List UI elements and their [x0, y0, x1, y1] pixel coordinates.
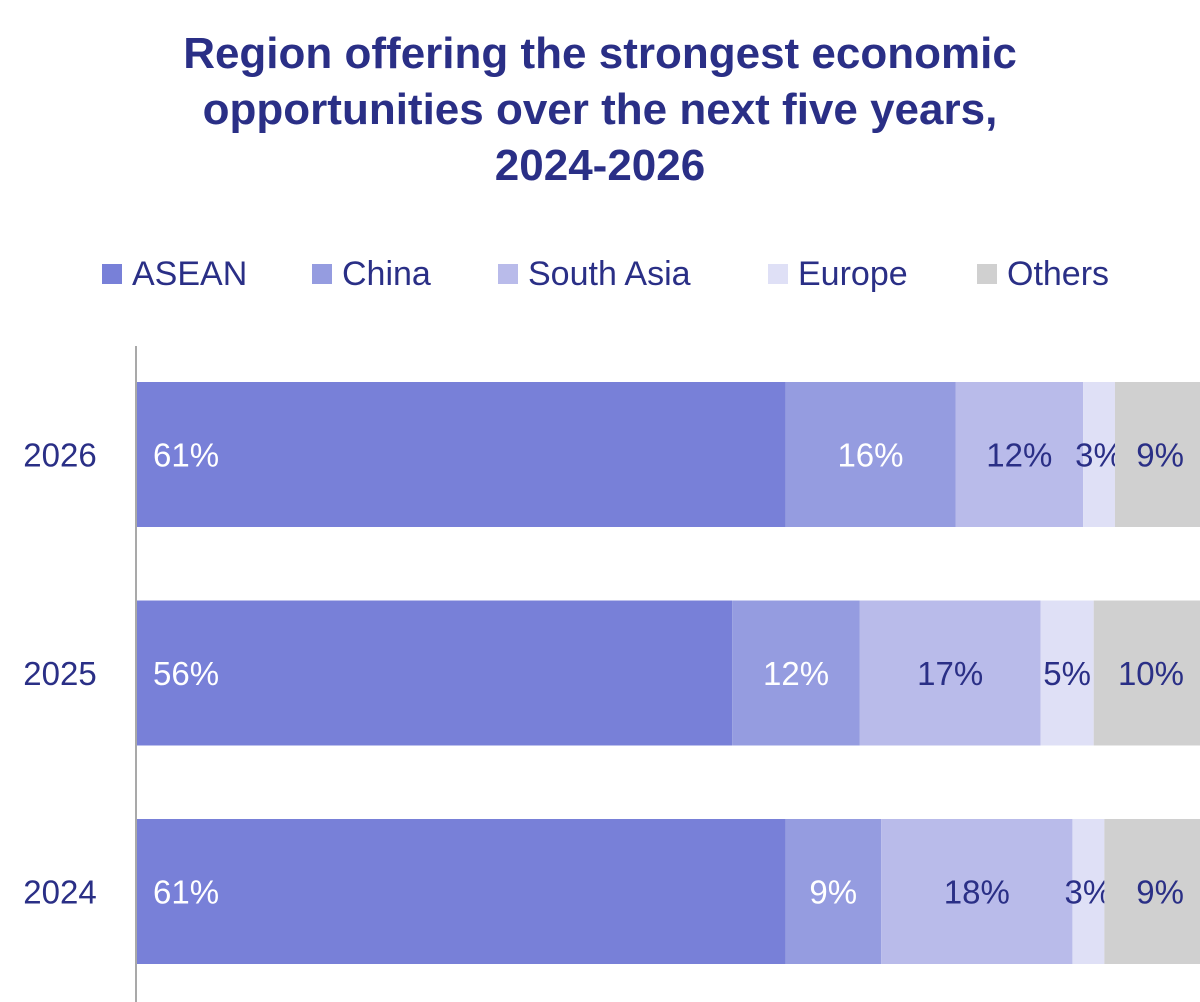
- data-label-others-2025: 10%: [1118, 655, 1184, 692]
- data-label-south-asia-2025: 17%: [917, 655, 983, 692]
- legend-label-europe: Europe: [798, 254, 908, 293]
- data-label-asean-2025: 56%: [153, 655, 219, 692]
- data-label-others-2024: 9%: [1136, 874, 1184, 911]
- legend-swatch-south-asia: [498, 264, 518, 284]
- legend-item-others: Others: [977, 252, 1109, 296]
- chart-title: Region offering the strongest economic o…: [0, 26, 1200, 194]
- legend-swatch-china: [312, 264, 332, 284]
- bar-europe-2025: [1040, 600, 1094, 746]
- legend-label-others: Others: [1007, 254, 1110, 293]
- bar-asean-2025: [137, 600, 733, 746]
- data-label-others-2026: 9%: [1136, 437, 1184, 474]
- data-label-europe-2025: 5%: [1043, 655, 1091, 692]
- bar-others-2025: [1093, 600, 1200, 746]
- bar-china-2024: [785, 819, 882, 964]
- bar-others-2024: [1104, 819, 1200, 964]
- legend-item-china: China: [312, 252, 431, 296]
- bar-south-asia-2024: [881, 819, 1073, 964]
- legend-item-south-asia: South Asia: [498, 252, 691, 296]
- legend-swatch-asean: [102, 264, 122, 284]
- bar-asean-2026: [137, 382, 786, 527]
- data-label-south-asia-2026: 12%: [986, 437, 1052, 474]
- bar-asean-2024: [137, 819, 786, 964]
- bar-europe-2026: [1083, 382, 1115, 527]
- bar-china-2025: [732, 600, 860, 746]
- bar-south-asia-2025: [859, 600, 1041, 746]
- chart-title-line-2: opportunities over the next five years,: [202, 85, 998, 134]
- legend-label-china: China: [342, 254, 431, 293]
- legend-swatch-europe: [768, 264, 788, 284]
- data-label-china-2025: 12%: [763, 655, 829, 692]
- bar-others-2026: [1114, 382, 1200, 527]
- legend-item-asean: ASEAN: [102, 252, 247, 296]
- data-label-china-2026: 16%: [837, 437, 903, 474]
- bar-south-asia-2026: [955, 382, 1084, 527]
- category-label-2024: 2024: [23, 874, 96, 911]
- data-label-asean-2024: 61%: [153, 874, 219, 911]
- legend-label-south-asia: South Asia: [528, 254, 691, 293]
- data-label-asean-2026: 61%: [153, 437, 219, 474]
- data-label-south-asia-2024: 18%: [944, 874, 1010, 911]
- legend-item-europe: Europe: [768, 252, 908, 296]
- legend-swatch-others: [977, 264, 997, 284]
- chart-title-line-3: 2024-2026: [494, 141, 706, 190]
- data-label-europe-2026: 3%: [1075, 437, 1123, 474]
- category-label-2025: 2025: [23, 655, 96, 692]
- data-label-europe-2024: 3%: [1065, 874, 1113, 911]
- bar-china-2026: [785, 382, 956, 527]
- chart-title-line-1: Region offering the strongest economic: [183, 29, 1017, 78]
- chart-legend: ASEAN China South Asia Europe Others: [0, 252, 1200, 296]
- bar-europe-2024: [1072, 819, 1105, 964]
- legend-label-asean: ASEAN: [132, 254, 248, 293]
- data-label-china-2024: 9%: [809, 874, 857, 911]
- category-label-2026: 2026: [23, 437, 96, 474]
